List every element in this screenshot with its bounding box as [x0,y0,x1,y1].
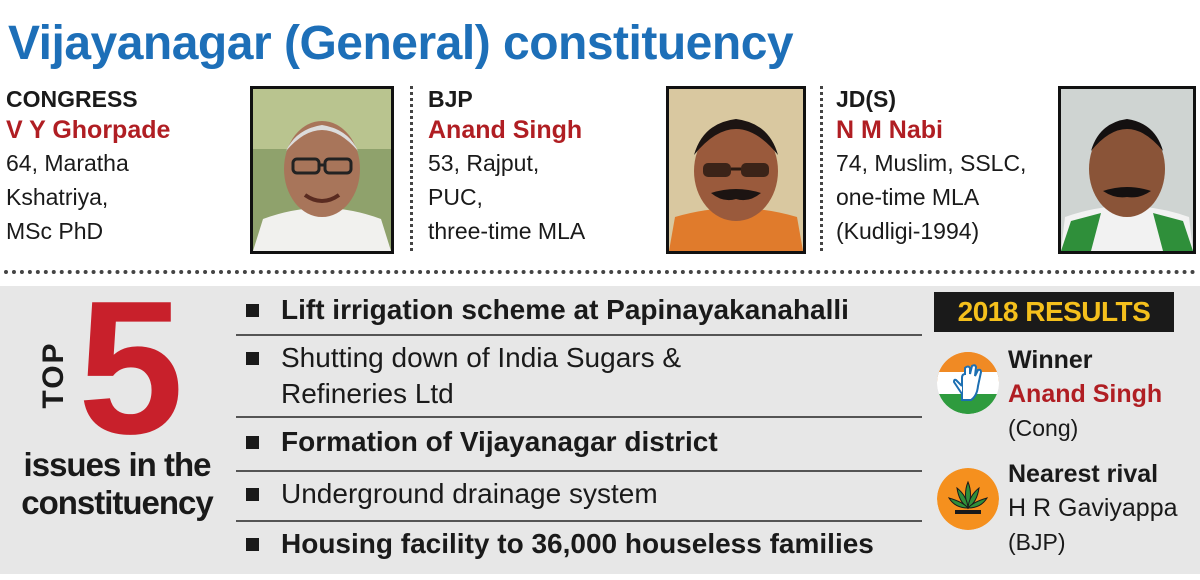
issue-text: Underground drainage system [281,478,658,509]
candidate-name: N M Nabi [836,116,943,144]
page-title: Vijayanagar (General) constituency [8,17,794,70]
bullet-icon [246,436,259,449]
issues-list: Lift irrigation scheme at Papinayakanaha… [236,286,922,570]
rival-label: Nearest rival [1008,460,1159,488]
candidate-detail: PUC, [428,184,483,210]
candidate-detail: 74, Muslim, SSLC, [836,150,1027,176]
candidate-name: V Y Ghorpade [6,116,171,144]
bullet-icon [246,488,259,501]
candidate-bjp: BJP Anand Singh 53, Rajput, PUC, three-t… [428,84,585,248]
candidate-photo-congress [250,86,394,254]
portrait-icon [1061,89,1193,251]
bullet-icon [246,352,259,365]
issue-text: Housing facility to 36,000 houseless fam… [281,528,874,559]
list-item: Lift irrigation scheme at Papinayakanaha… [236,286,922,336]
list-item: Shutting down of India Sugars & Refineri… [236,336,922,418]
column-divider [820,86,823,251]
candidate-photo-jds [1058,86,1196,254]
issue-text: Formation of Vijayanagar district [281,426,718,457]
section-divider [4,270,1196,274]
issue-text: Lift irrigation scheme at Papinayakanaha… [281,294,849,325]
list-item: Formation of Vijayanagar district [236,418,922,472]
candidate-detail: Kshatriya, [6,184,109,210]
winner-party: (Cong) [1008,415,1079,441]
candidate-detail: three-time MLA [428,218,586,244]
rival-name: H R Gaviyappa [1008,494,1178,522]
candidate-congress: CONGRESS V Y Ghorpade 64, Maratha Kshatr… [6,84,170,248]
winner-name: Anand Singh [1008,380,1163,408]
issue-text: Shutting down of India Sugars & Refineri… [281,342,682,409]
top-label: TOP [37,341,70,409]
candidate-party: BJP [428,86,473,112]
candidate-photo-bjp [666,86,806,254]
results-header: 2018 RESULTS [934,292,1174,332]
top-number: 5 [78,262,184,474]
column-divider [410,86,413,251]
issues-caption: issues in the constituency [21,446,214,521]
candidate-jds: JD(S) N M Nabi 74, Muslim, SSLC, one-tim… [836,84,1026,248]
portrait-icon [253,89,391,251]
candidate-detail: 53, Rajput, [428,150,540,176]
congress-hand-icon [937,352,999,414]
candidate-detail: (Kudligi-1994) [836,218,980,244]
list-item: Underground drainage system [236,472,922,522]
portrait-icon [669,89,803,251]
candidate-detail: 64, Maratha [6,150,129,176]
candidate-party: CONGRESS [6,86,138,112]
bullet-icon [246,538,259,551]
candidate-party: JD(S) [836,86,897,112]
candidate-detail: MSc PhD [6,218,104,244]
winner-label: Winner [1008,346,1093,374]
list-item: Housing facility to 36,000 houseless fam… [236,522,922,570]
bjp-lotus-icon [937,468,999,530]
candidate-detail: one-time MLA [836,184,980,210]
candidate-name: Anand Singh [428,116,583,144]
rival-party: (BJP) [1008,529,1066,555]
bullet-icon [246,304,259,317]
